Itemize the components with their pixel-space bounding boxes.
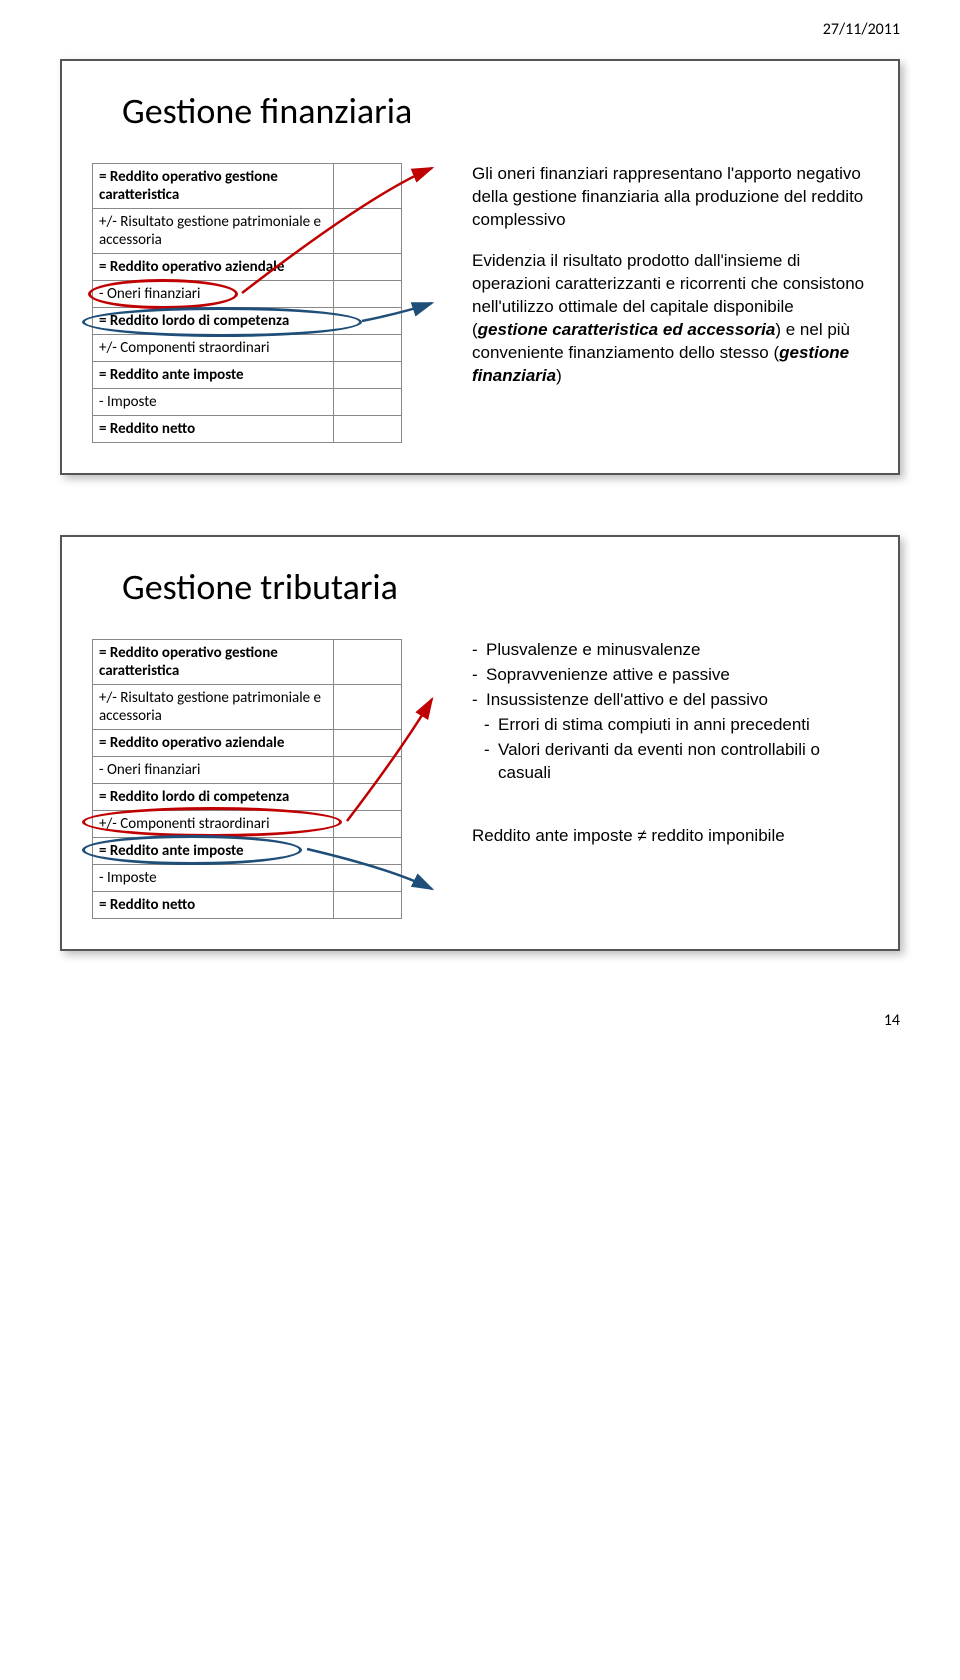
table-col-fin: = Reddito operativo gestione caratterist… <box>92 163 402 443</box>
row-fin-1: +/- Risultato gestione patrimoniale e ac… <box>93 209 334 254</box>
slide-title-trib: Gestione tributaria <box>122 565 868 609</box>
row-fin-8: = Reddito netto <box>93 416 334 443</box>
row-fin-7: - Imposte <box>93 389 334 416</box>
row-trib-6: = Reddito ante imposte <box>93 838 334 865</box>
fin-para2: Evidenzia il risultato prodotto dall'ins… <box>472 250 868 388</box>
row-trib-3: - Oneri finanziari <box>93 757 334 784</box>
row-fin-5: +/- Componenti straordinari <box>93 335 334 362</box>
trib-b4: Valori derivanti da eventi non controlla… <box>472 739 868 785</box>
trib-b0: Plusvalenze e minusvalenze <box>472 639 868 662</box>
reddito-table-fin: = Reddito operativo gestione caratterist… <box>92 163 402 443</box>
trib-b2: Insussistenze dell'attivo e del passivo <box>472 689 868 712</box>
row-trib-4: = Reddito lordo di competenza <box>93 784 334 811</box>
row-trib-5: +/- Componenti straordinari <box>93 811 334 838</box>
row-fin-4: = Reddito lordo di competenza <box>93 308 334 335</box>
row-fin-3: - Oneri finanziari <box>93 281 334 308</box>
reddito-table-trib: = Reddito operativo gestione caratterist… <box>92 639 402 919</box>
page-date: 27/11/2011 <box>60 20 900 39</box>
trib-b1: Sopravvenienze attive e passive <box>472 664 868 687</box>
slide-tributaria: Gestione tributaria = Reddito operativo … <box>60 535 900 951</box>
trib-b3: Errori di stima compiuti in anni precede… <box>472 714 868 737</box>
slide-title-fin: Gestione finanziaria <box>122 89 868 133</box>
trib-bullets: Plusvalenze e minusvalenze Sopravvenienz… <box>472 639 868 785</box>
slide-finanziaria: Gestione finanziaria = Reddito operativo… <box>60 59 900 475</box>
trib-closing: Reddito ante imposte ≠ reddito imponibil… <box>472 825 868 848</box>
row-fin-6: = Reddito ante imposte <box>93 362 334 389</box>
row-fin-2: = Reddito operativo aziendale <box>93 254 334 281</box>
row-trib-8: = Reddito netto <box>93 892 334 919</box>
desc-col-trib: Plusvalenze e minusvalenze Sopravvenienz… <box>422 639 868 919</box>
page-number: 14 <box>60 1011 900 1030</box>
desc-col-fin: Gli oneri finanziari rappresentano l'app… <box>422 163 868 443</box>
row-fin-0: = Reddito operativo gestione caratterist… <box>93 164 334 209</box>
row-trib-0: = Reddito operativo gestione caratterist… <box>93 640 334 685</box>
row-trib-7: - Imposte <box>93 865 334 892</box>
table-col-trib: = Reddito operativo gestione caratterist… <box>92 639 402 919</box>
row-trib-1: +/- Risultato gestione patrimoniale e ac… <box>93 685 334 730</box>
fin-para1: Gli oneri finanziari rappresentano l'app… <box>472 163 868 232</box>
row-trib-2: = Reddito operativo aziendale <box>93 730 334 757</box>
